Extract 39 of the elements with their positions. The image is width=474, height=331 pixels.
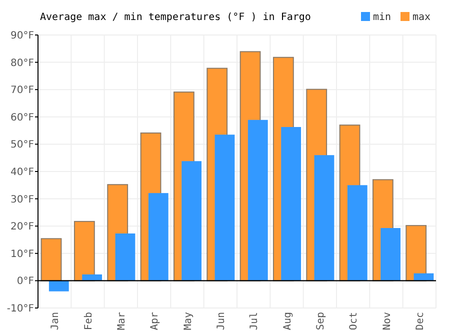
chart-title: Average max / min temperatures (°F ) in Fargo [40,12,311,23]
bar [281,127,302,281]
bar [347,185,368,281]
bar [182,161,202,281]
y-tick-label: 30°F [10,194,34,206]
bar [74,220,95,282]
x-tick-label: Oct [348,312,360,330]
y-tick-label: 60°F [10,112,34,124]
bar [48,280,69,292]
y-tick-label: 90°F [10,30,34,42]
bar [214,134,235,281]
x-tick-label: Sep [315,312,326,330]
bar [380,228,401,281]
y-tick-label: -10°F [6,304,34,314]
legend-label: max [412,12,431,23]
legend-label: min [373,12,392,23]
y-tick-label: 0°F [16,276,34,288]
bar [314,155,334,281]
y-tick-label: 50°F [10,140,34,151]
y-tick-label: 10°F [10,248,34,260]
bar [406,225,427,282]
x-tick-label: Jun [216,312,227,330]
bar [40,238,62,282]
x-tick-label: Apr [150,312,161,330]
bar [115,233,136,281]
y-tick-label: 80°F [10,58,34,69]
y-tick-label: 40°F [10,167,34,178]
x-tick-label: Jan [50,312,62,330]
bar [248,120,268,281]
bar [148,193,168,281]
x-tick-label: Feb [83,312,94,330]
x-tick-label: Nov [382,312,393,330]
x-tick-label: May [182,312,194,330]
x-tick-label: Aug [282,312,294,330]
x-tick-label: Mar [116,312,128,330]
x-tick-label: Jul [249,312,260,330]
y-tick-label: 20°F [10,222,34,233]
y-tick-label: 70°F [10,85,34,96]
x-tick-label: Dec [414,312,426,330]
